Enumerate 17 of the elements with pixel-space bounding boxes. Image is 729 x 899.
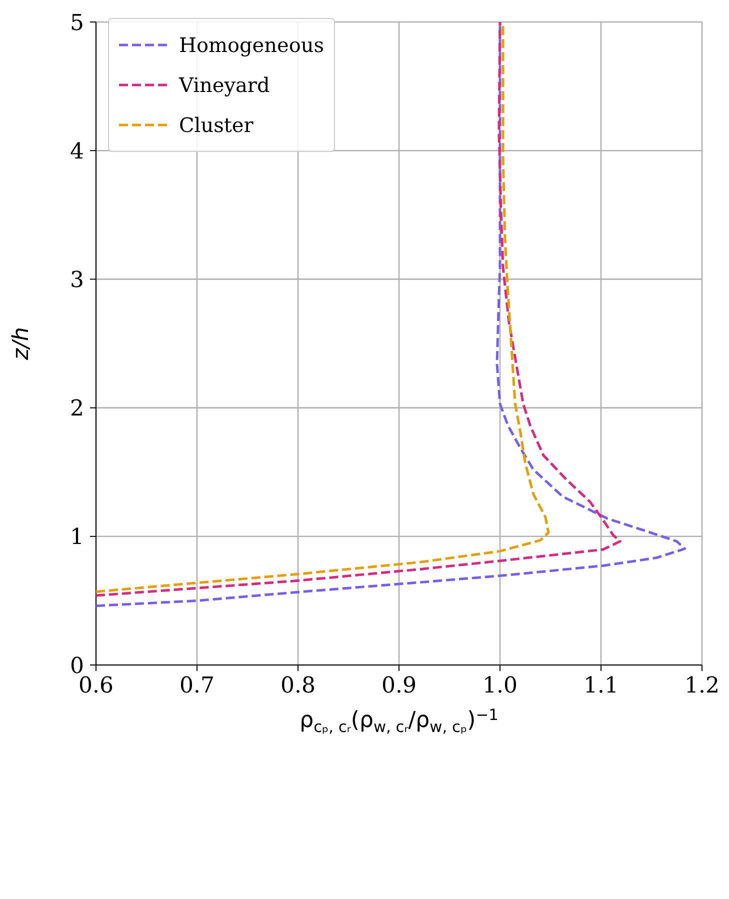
- x-tick-label: 1.1: [584, 674, 618, 699]
- x-tick-label: 0.9: [382, 674, 416, 699]
- y-tick-label: 4: [70, 139, 84, 164]
- legend-label: Vineyard: [179, 73, 270, 97]
- x-tick-label: 0.6: [78, 674, 114, 699]
- y-axis-title: z/h: [9, 327, 34, 361]
- y-tick-label: 3: [70, 268, 84, 294]
- x-tick-label: 0.8: [280, 674, 316, 699]
- y-tick-label: 2: [70, 396, 84, 422]
- x-axis-title: ρ$_{cₚ, cᵣ}$(ρ$_{w, cᵣ}$/ρ$_{w, cₚ}$)$^{−1}$: [300, 706, 498, 736]
- legend-label: Homogeneous: [179, 33, 324, 57]
- y-tick-label: 1: [70, 525, 84, 550]
- x-tick-label: 0.7: [180, 674, 214, 699]
- legend-label: Cluster: [179, 113, 254, 137]
- y-tick-label: 5: [70, 10, 84, 36]
- x-tick-label: 1.0: [482, 674, 518, 699]
- x-tick-label: 1.2: [684, 674, 720, 699]
